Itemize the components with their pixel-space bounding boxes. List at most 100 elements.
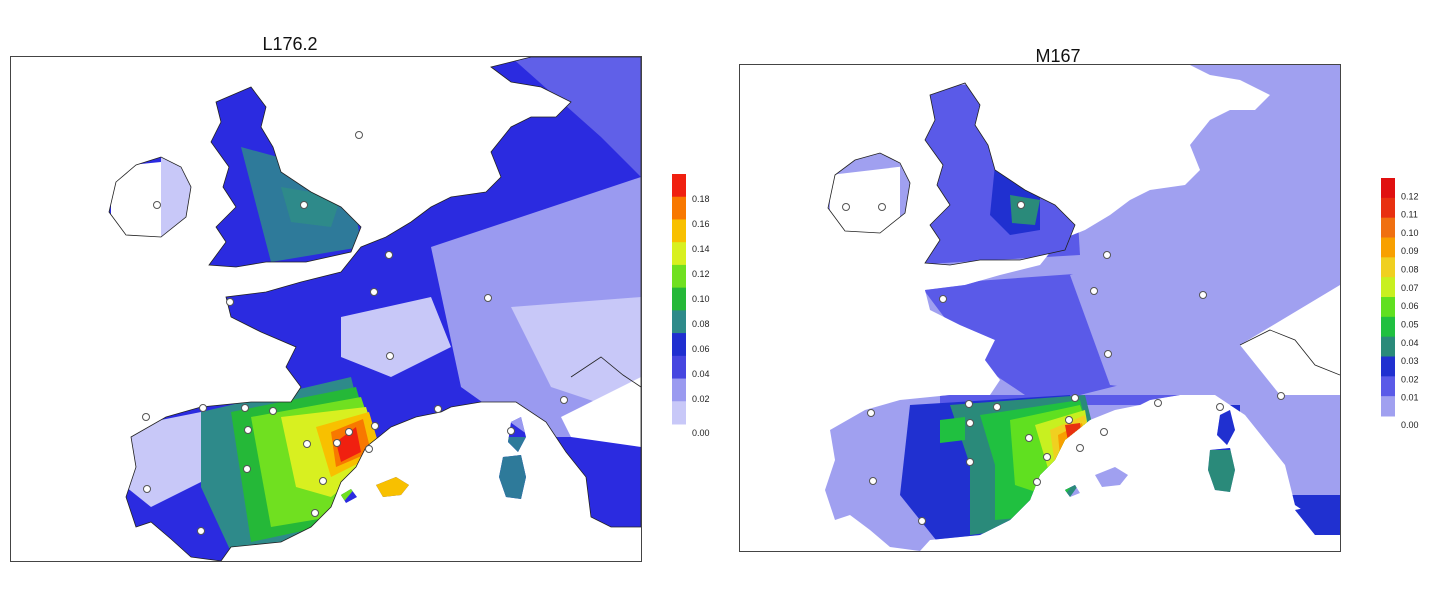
sample-point — [371, 422, 379, 430]
sample-point — [1071, 394, 1079, 402]
sample-point — [319, 477, 327, 485]
legend-swatch — [1381, 178, 1395, 199]
legend-swatch — [672, 264, 686, 289]
sample-point — [1199, 291, 1207, 299]
legend-tick-label: 0.04 — [692, 369, 710, 379]
sample-point — [1277, 392, 1285, 400]
sample-point — [1043, 453, 1051, 461]
legend-swatch — [672, 174, 686, 198]
legend-swatch — [1381, 237, 1395, 258]
sample-point — [560, 396, 568, 404]
sample-point — [197, 527, 205, 535]
sample-point — [1025, 434, 1033, 442]
sample-point — [300, 201, 308, 209]
legend-tick-label: 0.00 — [1401, 420, 1419, 430]
legend-swatch — [1381, 396, 1395, 417]
legend-tick-label: 0.05 — [1401, 319, 1419, 329]
sample-point — [1154, 399, 1162, 407]
sample-point — [484, 294, 492, 302]
sample-point — [142, 413, 150, 421]
haplogroup-frequency-map — [10, 56, 642, 562]
sample-point — [311, 509, 319, 517]
legend-swatch — [1381, 297, 1395, 318]
map-svg — [108, 57, 641, 561]
sample-point — [226, 298, 234, 306]
sample-point — [1100, 428, 1108, 436]
sample-point — [869, 477, 877, 485]
sample-point — [370, 288, 378, 296]
map-svg — [825, 65, 1340, 551]
sample-point — [385, 251, 393, 259]
legend-swatch — [672, 196, 686, 220]
haplogroup-frequency-map — [739, 64, 1341, 552]
legend-swatch — [672, 333, 686, 357]
sample-point — [842, 203, 850, 211]
legend-tick-label: 0.16 — [692, 219, 710, 229]
coastlines — [827, 82, 1340, 376]
legend-swatch — [672, 287, 686, 311]
coastlines — [108, 57, 641, 561]
sample-point — [1017, 201, 1025, 209]
sample-point — [1103, 251, 1111, 259]
sample-point — [365, 445, 373, 453]
sample-point — [1076, 444, 1084, 452]
legend-tick-label: 0.07 — [1401, 283, 1419, 293]
sample-point — [918, 517, 926, 525]
legend-swatch — [1381, 336, 1395, 357]
legend-tick-label: 0.06 — [692, 344, 710, 354]
sample-points — [142, 131, 568, 535]
sample-point — [966, 419, 974, 427]
legend-tick-label: 0.04 — [1401, 338, 1419, 348]
legend-tick-label: 0.10 — [1401, 228, 1419, 238]
sample-point — [1104, 350, 1112, 358]
legend-tick-label: 0.18 — [692, 194, 710, 204]
legend-swatch — [672, 355, 686, 380]
sample-point — [143, 485, 151, 493]
legend-swatch — [1381, 316, 1395, 338]
sample-point — [386, 352, 394, 360]
sample-point — [1065, 416, 1073, 424]
sample-point — [966, 458, 974, 466]
legend-swatch — [1381, 356, 1395, 377]
sample-point — [1216, 403, 1224, 411]
legend-svg: 0.00 0.01 0.02 0.03 0.04 0.05 0.06 0.07 0.08 0.09… — [1381, 178, 1419, 430]
legend-tick-label: 0.01 — [1401, 393, 1419, 403]
legend-swatch — [672, 401, 686, 425]
legend-tick-label: 0.14 — [692, 244, 710, 254]
sample-point — [244, 426, 252, 434]
color-legend: 0.00 0.02 0.04 0.06 0.08 0.10 0.12 0.14 0.16 0.18 — [672, 174, 722, 459]
sample-point — [507, 427, 515, 435]
legend-tick-label: 0.08 — [692, 319, 710, 329]
sample-point — [434, 405, 442, 413]
legend-tick-label: 0.10 — [692, 294, 710, 304]
legend-tick-label: 0.08 — [1401, 265, 1419, 275]
sample-point — [355, 131, 363, 139]
sample-point — [878, 203, 886, 211]
sample-point — [939, 295, 947, 303]
legend-svg: 0.00 0.02 0.04 0.06 0.08 0.10 0.12 0.14 0.16 0.18 — [672, 174, 710, 438]
legend-tick-label: 0.06 — [1401, 301, 1419, 311]
legend-swatch — [1381, 376, 1395, 397]
sample-point — [241, 404, 249, 412]
legend-swatch — [1381, 217, 1395, 238]
sample-point — [243, 465, 251, 473]
sample-point — [269, 407, 277, 415]
color-legend: 0.00 0.01 0.02 0.03 0.04 0.05 0.06 0.07 0.08 0.09… — [1381, 178, 1431, 463]
sample-point — [1033, 478, 1041, 486]
sample-point — [303, 440, 311, 448]
legend-swatch — [672, 219, 686, 243]
legend-swatch — [672, 310, 686, 334]
frequency-contours — [825, 65, 1340, 551]
legend-tick-label: 0.03 — [1401, 356, 1419, 366]
legend-tick-label: 0.09 — [1401, 246, 1419, 256]
legend-swatch — [672, 242, 686, 266]
legend-tick-label: 0.12 — [1401, 191, 1419, 201]
sample-point — [333, 439, 341, 447]
sample-point — [867, 409, 875, 417]
sample-point — [993, 403, 1001, 411]
legend-tick-label: 0.11 — [1401, 210, 1418, 220]
sample-points — [842, 201, 1285, 525]
sample-point — [153, 201, 161, 209]
sample-point — [199, 404, 207, 412]
sample-point — [965, 400, 973, 408]
